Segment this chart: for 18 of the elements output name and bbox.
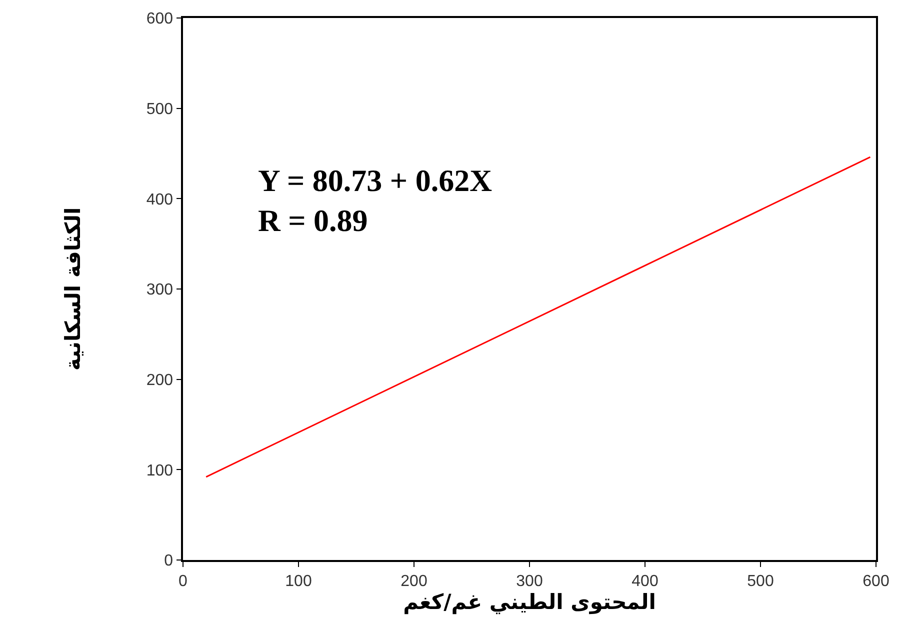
y-tick-label: 0	[164, 552, 174, 570]
x-axis-title: المحتوى الطيني غم/كغم	[403, 590, 656, 615]
y-tick-label: 600	[146, 10, 174, 28]
annotation: Y = 80.73 + 0.62X	[258, 163, 493, 198]
y-tick-label: 100	[146, 462, 174, 480]
y-tick-label: 300	[146, 282, 174, 299]
x-tick-label: 200	[400, 572, 428, 590]
x-tick-label: 500	[747, 572, 774, 590]
x-tick-label: 0	[178, 572, 188, 590]
annotation: R = 0.89	[258, 203, 368, 238]
x-tick-label: 100	[285, 572, 312, 590]
y-tick-label: 200	[146, 372, 174, 389]
y-axis-title: الكثافة السكانية	[60, 207, 85, 371]
x-tick-label: 600	[862, 572, 890, 590]
x-tick-label: 400	[632, 572, 658, 590]
x-tick-label: 300	[516, 572, 543, 590]
y-tick-label: 500	[146, 100, 174, 118]
y-tick-label: 400	[146, 191, 174, 208]
